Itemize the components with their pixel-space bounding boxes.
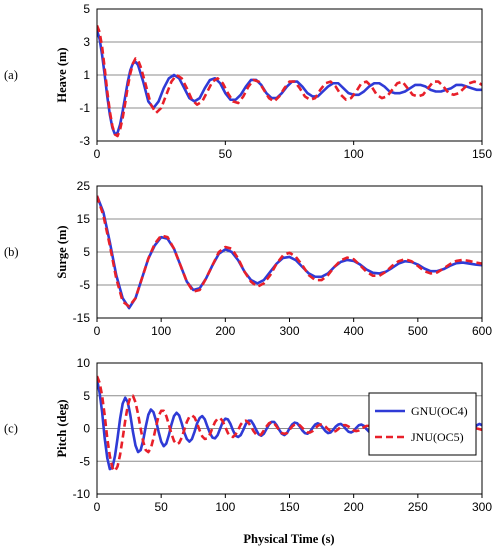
x-tick-label: 200 (215, 324, 235, 338)
x-tick-label: 600 (472, 324, 492, 338)
y-tick-label: -5 (79, 454, 90, 468)
x-tick-label: 400 (344, 324, 364, 338)
x-tick-label: 300 (279, 324, 299, 338)
x-tick-label: 200 (344, 500, 364, 514)
y-tick-label: -1 (79, 101, 90, 115)
panel-2: -15 -5 5 15 25 0 100 200 300 400 500 600 Surge (m) (b… (4, 179, 492, 338)
x-tick-label: 0 (94, 147, 101, 161)
plot-frame (96, 185, 483, 319)
x-tick-label: 500 (408, 324, 428, 338)
series-line-jnu-oc5 (97, 195, 482, 308)
y-tick-label: 3 (83, 35, 90, 49)
x-axis-label: Physical Time (s) (243, 532, 334, 546)
plot-frame (96, 362, 483, 495)
y-tick-label: -10 (73, 487, 91, 501)
y-tick-label: 10 (77, 356, 91, 370)
x-tick-label: 0 (94, 500, 101, 514)
legend-box (368, 392, 477, 456)
y-axis-label: Surge (m) (55, 225, 69, 278)
y-tick-label: 5 (83, 245, 90, 259)
x-tick-label: 100 (344, 147, 364, 161)
y-tick-label: 5 (83, 389, 90, 403)
legend-label: JNU(OC5) (411, 430, 464, 444)
x-tick-label: 100 (151, 324, 171, 338)
y-axis-label: Pitch (deg) (55, 400, 69, 458)
x-tick-label: 0 (94, 324, 101, 338)
legend-label: GNU(OC4) (411, 404, 468, 418)
y-tick-label: -3 (79, 134, 90, 148)
legend: GNU(OC4) JNU(OC5) (368, 392, 477, 456)
y-tick-label: 5 (83, 2, 90, 16)
x-tick-label: 250 (408, 500, 428, 514)
y-tick-label: 0 (83, 422, 90, 436)
y-tick-label: -15 (73, 311, 91, 325)
y-axis-label: Heave (m) (55, 47, 69, 102)
x-tick-label: 100 (215, 500, 235, 514)
y-tick-label: -5 (79, 278, 90, 292)
y-tick-label: 15 (77, 212, 91, 226)
x-tick-label: 50 (219, 147, 233, 161)
y-tick-label: 1 (83, 68, 90, 82)
x-tick-label: 150 (472, 147, 492, 161)
panel-label: (a) (4, 68, 18, 82)
y-tick-label: 25 (77, 179, 91, 193)
series-line-jnu-oc5 (97, 25, 482, 138)
x-tick-label: 50 (154, 500, 168, 514)
series-line-gnu-oc4 (97, 30, 482, 136)
x-tick-label: 150 (279, 500, 299, 514)
x-tick-label: 300 (472, 500, 492, 514)
panel-label: (c) (4, 422, 18, 436)
plot-frame (96, 8, 483, 142)
panel-label: (b) (4, 245, 19, 259)
